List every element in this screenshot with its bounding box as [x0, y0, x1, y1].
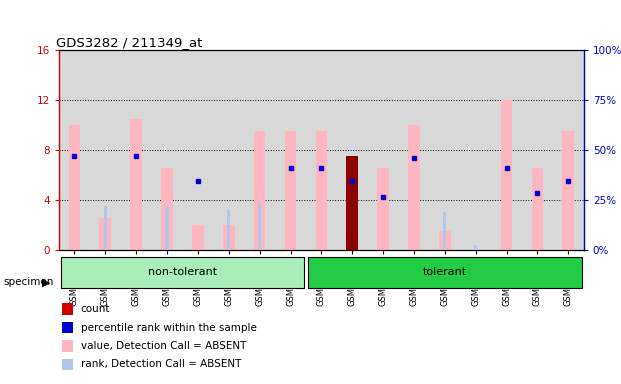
Bar	[501, 100, 512, 250]
Text: specimen: specimen	[3, 277, 53, 287]
Bar	[408, 125, 420, 250]
Bar	[68, 125, 80, 250]
Text: GDS3282 / 211349_at: GDS3282 / 211349_at	[57, 36, 202, 49]
Bar	[474, 245, 478, 250]
Bar	[443, 212, 446, 250]
Bar	[130, 119, 142, 250]
Bar	[377, 169, 389, 250]
Bar	[165, 206, 169, 250]
Text: non-tolerant: non-tolerant	[148, 267, 217, 277]
Bar	[227, 210, 230, 250]
Bar	[315, 131, 327, 250]
Bar	[99, 218, 111, 250]
FancyBboxPatch shape	[307, 257, 582, 288]
Text: rank, Detection Call = ABSENT: rank, Detection Call = ABSENT	[81, 359, 241, 369]
Bar	[347, 156, 358, 250]
Bar	[254, 131, 266, 250]
Bar	[223, 225, 235, 250]
Text: percentile rank within the sample: percentile rank within the sample	[81, 323, 256, 333]
Bar	[104, 206, 107, 250]
Text: value, Detection Call = ABSENT: value, Detection Call = ABSENT	[81, 341, 246, 351]
FancyBboxPatch shape	[61, 257, 304, 288]
Text: tolerant: tolerant	[423, 267, 467, 277]
Bar	[284, 131, 296, 250]
Bar	[532, 169, 543, 250]
Bar	[192, 225, 204, 250]
Bar	[161, 169, 173, 250]
Text: count: count	[81, 304, 111, 314]
Bar	[258, 204, 261, 250]
Bar	[563, 131, 574, 250]
Bar	[439, 231, 451, 250]
Text: ▶: ▶	[42, 277, 51, 287]
